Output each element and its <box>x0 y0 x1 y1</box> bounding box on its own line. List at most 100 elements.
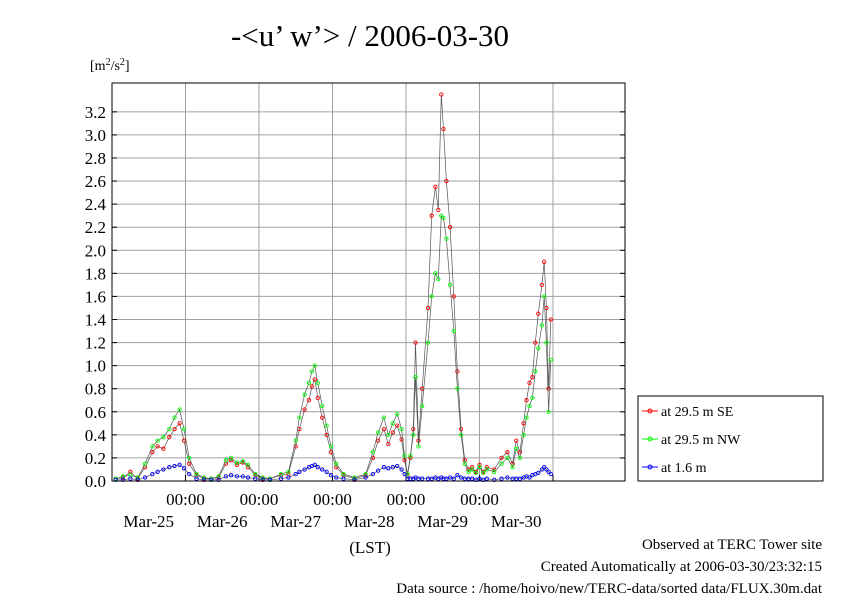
data-point <box>517 450 523 455</box>
data-point <box>402 471 407 477</box>
data-point <box>505 455 510 461</box>
data-point <box>492 469 497 474</box>
series-line <box>115 464 552 481</box>
data-point <box>395 411 400 417</box>
data-point <box>544 467 549 472</box>
x-axis-label: (LST) <box>349 538 391 557</box>
data-point <box>312 363 317 368</box>
data-point <box>429 213 434 218</box>
data-point <box>405 476 410 481</box>
x-tick-label: 00:00 <box>387 490 426 509</box>
data-point <box>402 453 407 458</box>
data-point <box>234 474 240 479</box>
data-point <box>413 375 418 380</box>
x-day-label: Mar-29 <box>417 512 468 531</box>
data-point <box>527 403 532 409</box>
data-point <box>381 465 387 470</box>
data-point <box>514 438 519 443</box>
data-point <box>517 476 523 481</box>
data-point <box>328 444 334 449</box>
data-point <box>499 455 504 461</box>
data-point <box>341 471 346 477</box>
data-point <box>201 475 207 480</box>
data-point <box>278 471 284 477</box>
data-point <box>324 423 329 428</box>
data-point <box>444 476 449 481</box>
data-point <box>302 407 307 412</box>
data-point <box>536 346 541 351</box>
data-point <box>548 317 553 322</box>
data-point <box>477 462 482 467</box>
data-point <box>429 294 434 299</box>
data-point <box>536 311 541 316</box>
data-point <box>172 463 177 469</box>
data-point <box>260 475 265 480</box>
data-point <box>458 475 464 480</box>
data-point <box>386 432 391 438</box>
data-point <box>386 466 391 471</box>
data-point <box>334 461 339 466</box>
data-point <box>399 467 404 472</box>
data-point <box>542 465 547 470</box>
data-point <box>544 340 549 345</box>
data-point <box>150 471 155 477</box>
legend-label: at 29.5 m SE <box>661 405 733 420</box>
data-point <box>341 476 346 481</box>
y-tick-label: 3.0 <box>85 126 106 145</box>
data-point <box>425 305 431 311</box>
series-line <box>115 94 552 480</box>
plot-frame <box>111 82 626 482</box>
data-point <box>441 215 446 221</box>
data-point <box>533 369 538 374</box>
y-axis-unit: [m2/s2] <box>90 57 130 74</box>
y-tick-label: 2.6 <box>85 172 106 191</box>
data-point <box>297 469 302 474</box>
data-point <box>517 455 523 461</box>
data-point <box>469 465 475 470</box>
legend: at 29.5 m SE at 29.5 m NW at 1.6 m <box>637 395 824 482</box>
data-point <box>527 380 532 386</box>
data-point <box>505 450 510 455</box>
data-point <box>408 453 413 458</box>
y-tick-label: 0.0 <box>85 472 106 491</box>
data-point <box>539 282 545 288</box>
data-point <box>334 475 339 480</box>
legend-swatch-marker <box>647 408 653 414</box>
data-point <box>413 340 418 345</box>
data-point <box>181 466 187 471</box>
data-point <box>194 471 199 477</box>
data-point <box>395 423 400 428</box>
y-tick-label: 2.2 <box>85 218 106 237</box>
y-axis: 0.0 0.2 0.4 0.6 0.8 1.0 1.2 1.4 1.6 1.8 2.0 2.2 2.4 2… <box>85 103 625 491</box>
data-point <box>390 421 395 426</box>
data-point <box>306 380 312 386</box>
x-day-label: Mar-28 <box>344 512 395 531</box>
footer-created: Created Automatically at 2006-03-30/23:3… <box>541 559 822 575</box>
y-tick-label: 1.4 <box>85 310 107 329</box>
data-point <box>469 467 475 472</box>
data-point <box>228 458 234 463</box>
y-tick-label: 0.2 <box>85 449 106 468</box>
data-point <box>181 438 187 443</box>
data-point <box>462 461 467 466</box>
data-point <box>546 469 551 474</box>
data-point <box>411 432 416 438</box>
legend-swatch-marker <box>647 436 653 442</box>
data-point <box>223 474 229 479</box>
series-1 <box>113 92 553 481</box>
data-point <box>484 476 489 481</box>
data-point <box>481 470 486 476</box>
data-point <box>135 475 140 480</box>
data-point <box>429 476 434 481</box>
legend-item: at 29.5 m NW <box>642 433 741 448</box>
data-point <box>399 437 404 442</box>
data-point <box>499 476 504 481</box>
data-point <box>455 386 460 391</box>
data-point <box>439 213 444 218</box>
x-tick-label: 00:00 <box>166 490 205 509</box>
data-point <box>539 467 545 472</box>
data-point <box>312 462 317 467</box>
legend-label: at 1.6 m <box>661 461 707 476</box>
data-point <box>161 446 166 451</box>
